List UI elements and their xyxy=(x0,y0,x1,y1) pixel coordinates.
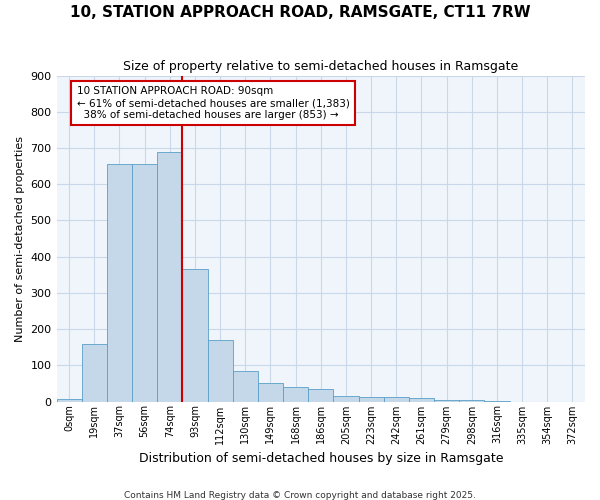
Bar xyxy=(182,270,208,402)
Title: Size of property relative to semi-detached houses in Ramsgate: Size of property relative to semi-detach… xyxy=(123,60,518,73)
Bar xyxy=(82,344,107,402)
Bar xyxy=(208,340,233,402)
Y-axis label: Number of semi-detached properties: Number of semi-detached properties xyxy=(15,136,25,342)
Bar xyxy=(409,398,434,402)
Bar xyxy=(459,400,484,402)
Bar xyxy=(334,396,359,402)
Bar xyxy=(56,398,82,402)
Bar xyxy=(132,164,157,402)
Text: Contains HM Land Registry data © Crown copyright and database right 2025.: Contains HM Land Registry data © Crown c… xyxy=(124,490,476,500)
Bar xyxy=(157,152,182,402)
Text: 10, STATION APPROACH ROAD, RAMSGATE, CT11 7RW: 10, STATION APPROACH ROAD, RAMSGATE, CT1… xyxy=(70,5,530,20)
Bar xyxy=(308,389,334,402)
Bar xyxy=(258,384,283,402)
Bar xyxy=(107,164,132,402)
Bar xyxy=(383,397,409,402)
Bar xyxy=(434,400,459,402)
Bar xyxy=(359,397,383,402)
Bar xyxy=(283,387,308,402)
Text: 10 STATION APPROACH ROAD: 90sqm
← 61% of semi-detached houses are smaller (1,383: 10 STATION APPROACH ROAD: 90sqm ← 61% of… xyxy=(77,86,350,120)
Bar xyxy=(233,370,258,402)
X-axis label: Distribution of semi-detached houses by size in Ramsgate: Distribution of semi-detached houses by … xyxy=(139,452,503,465)
